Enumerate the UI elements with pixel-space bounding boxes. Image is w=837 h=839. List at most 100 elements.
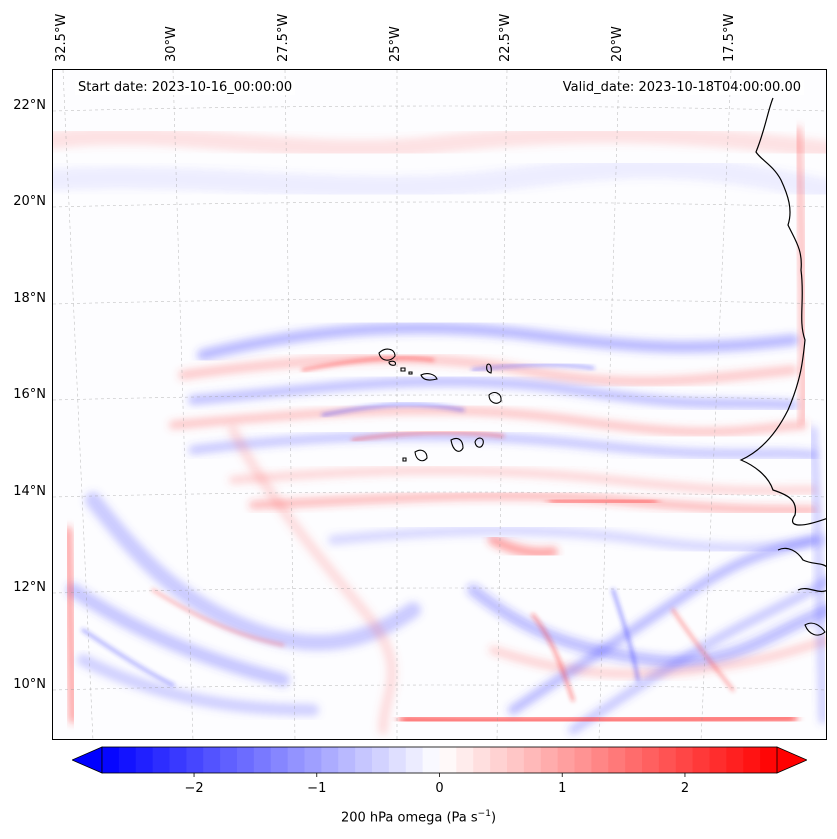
- omega-band: [249, 491, 817, 514]
- colorbar-segment: [726, 747, 744, 773]
- omega-band: [328, 525, 826, 553]
- west-africa-coastline: [739, 97, 826, 526]
- graticule-meridian: [172, 70, 194, 739]
- colorbar-segment: [625, 747, 643, 773]
- omega-band: [508, 535, 818, 715]
- latitude-label: 18°N: [13, 291, 46, 306]
- colorbar: [72, 746, 807, 777]
- longitude-label: 17.5°W: [722, 13, 737, 62]
- colorbar-segment: [760, 747, 778, 773]
- colorbar-segment: [642, 747, 660, 773]
- omega-band: [64, 526, 77, 724]
- colorbar-segment: [102, 747, 120, 773]
- colorbar-segment: [490, 747, 508, 773]
- colorbar-segment: [523, 747, 542, 773]
- colorbar-segment: [557, 747, 575, 773]
- colorbar-segment: [456, 747, 474, 773]
- cape-verde-island: [488, 392, 502, 404]
- colorbar-segment: [591, 747, 609, 773]
- cape-verde-island: [414, 449, 428, 462]
- cape-verde-island: [450, 437, 464, 452]
- colorbar-segment: [203, 747, 221, 773]
- colorbar-segment: [658, 747, 677, 773]
- cape-verde-island: [378, 348, 396, 361]
- omega-band: [178, 354, 798, 387]
- omega-field-map: [53, 70, 826, 739]
- graticule-meridian: [598, 70, 620, 739]
- colorbar-extend-min: [72, 746, 103, 774]
- colorbar-extend-max: [776, 746, 807, 774]
- colorbar-segment: [743, 747, 761, 773]
- colorbar-segment: [118, 747, 137, 773]
- colorbar-segment: [422, 747, 440, 773]
- colorbar-segment: [321, 747, 339, 773]
- omega-band: [489, 636, 826, 678]
- cape-verde-island: [388, 360, 397, 366]
- coastline-south: [777, 547, 826, 568]
- graticule-parallel: [53, 394, 826, 401]
- graticule-parallel: [53, 105, 826, 112]
- colorbar-segment: [439, 747, 457, 773]
- colorbar-label: 200 hPa omega (Pa s−1): [0, 809, 837, 825]
- colorbar-segment: [135, 747, 154, 773]
- omega-band: [53, 156, 826, 201]
- colorbar-segment: [675, 747, 694, 773]
- colorbar-label-main: 200 hPa omega (Pa s: [340, 810, 478, 826]
- cape-verde-island: [402, 457, 407, 462]
- longitude-label: 32.5°W: [54, 13, 69, 62]
- omega-band: [53, 125, 826, 159]
- latitude-label: 20°N: [13, 194, 46, 209]
- colorbar-tick-label: −2: [184, 781, 204, 796]
- omega-band: [169, 406, 807, 436]
- longitude-label: 25°W: [388, 26, 403, 62]
- colorbar-tick-label: 1: [558, 781, 567, 796]
- graticule-meridian: [700, 70, 732, 739]
- omega-band: [77, 654, 319, 716]
- start-date-label: Start date: 2023-10-16_00:00:00: [75, 80, 296, 95]
- colorbar-segment: [388, 747, 407, 773]
- colorbar-segment: [220, 747, 238, 773]
- colorbar-segment: [507, 747, 525, 773]
- latitude-label: 14°N: [13, 484, 46, 499]
- colorbar-segment: [540, 747, 559, 773]
- omega-streak: [321, 403, 465, 417]
- colorbar-tick-label: 2: [680, 781, 690, 796]
- omega-band: [398, 713, 798, 726]
- colorbar-segment: [692, 747, 710, 773]
- colorbar-tick-label: −1: [307, 781, 327, 796]
- graticule: [53, 70, 826, 739]
- omega-band: [188, 431, 818, 460]
- omega-streak: [671, 608, 735, 692]
- coastline-islands-bissagos: [797, 587, 826, 593]
- colorbar-segment: [304, 747, 322, 773]
- colorbar-segment: [709, 747, 727, 773]
- graticule-parallel: [53, 298, 826, 305]
- colorbar-segment: [253, 747, 272, 773]
- latitude-label: 10°N: [13, 677, 46, 692]
- omega-band: [188, 376, 798, 410]
- latitude-label: 22°N: [13, 98, 46, 113]
- omega-field-layer: [53, 125, 826, 735]
- omega-streak: [81, 628, 175, 687]
- omega-streak: [151, 588, 285, 647]
- omega-band: [568, 575, 826, 735]
- valid-date-label: Valid_date: 2023-10-18T04:00:00.00: [559, 80, 804, 95]
- longitude-label: 30°W: [164, 26, 179, 62]
- colorbar-segment: [608, 747, 626, 773]
- graticule-parallel: [53, 684, 826, 691]
- colorbar-segment: [186, 747, 204, 773]
- colorbar-label-close: ): [490, 810, 497, 826]
- graticule-parallel: [53, 201, 826, 208]
- graticule-parallel: [53, 491, 826, 498]
- omega-band: [229, 466, 817, 495]
- colorbar-tick-label: 0: [435, 781, 444, 796]
- omega-band: [228, 425, 397, 735]
- latitude-label: 12°N: [13, 580, 46, 595]
- omega-band: [548, 495, 658, 508]
- omega-band: [488, 535, 558, 558]
- colorbar-segment: [152, 747, 170, 773]
- omega-streak: [351, 431, 505, 442]
- map-panel: Start date: 2023-10-16_00:00:00 Valid_da…: [52, 69, 827, 740]
- cape-verde-island: [474, 437, 484, 448]
- longitude-label: 20°W: [610, 26, 625, 62]
